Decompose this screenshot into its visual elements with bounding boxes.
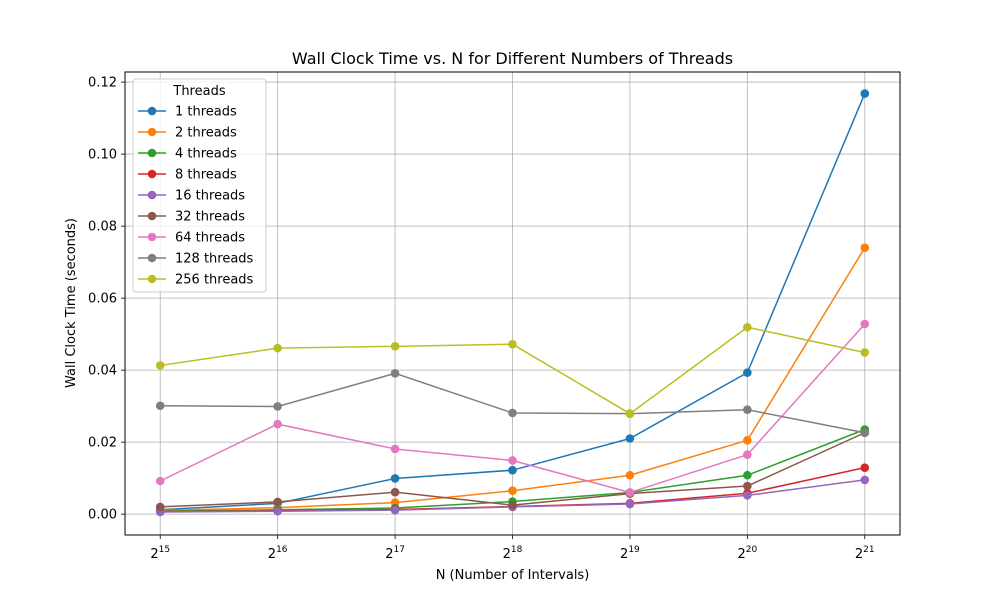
data-point bbox=[155, 401, 165, 411]
legend-swatch-marker bbox=[147, 190, 157, 200]
data-point bbox=[743, 405, 752, 415]
legend-item: 32 threads bbox=[138, 210, 245, 225]
data-point bbox=[508, 486, 517, 496]
data-point bbox=[390, 369, 400, 378]
legend: Threads 1 threads 2 threads 4 threads 8 thre… bbox=[132, 78, 267, 293]
data-point bbox=[860, 428, 870, 438]
data-point bbox=[273, 419, 282, 429]
legend-title: Threads bbox=[172, 84, 225, 99]
data-point bbox=[273, 343, 282, 353]
chart-title: Wall Clock Time vs. N for Different Numb… bbox=[292, 49, 733, 68]
data-point bbox=[743, 470, 752, 480]
legend-item: 256 threads bbox=[138, 273, 254, 288]
legend-label: 32 threads bbox=[175, 210, 245, 225]
legend-label: 256 threads bbox=[175, 273, 254, 288]
legend-swatch-marker bbox=[147, 211, 157, 221]
data-point bbox=[390, 487, 400, 497]
data-point bbox=[625, 488, 635, 497]
legend-swatch-marker bbox=[147, 106, 157, 116]
legend-item: 4 threads bbox=[138, 147, 237, 162]
data-point bbox=[743, 436, 752, 445]
x-tick-label: 216 bbox=[268, 545, 288, 562]
data-point bbox=[743, 368, 752, 377]
data-point bbox=[743, 450, 752, 460]
y-tick-label: 0.10 bbox=[88, 148, 117, 163]
x-tick-label: 218 bbox=[503, 545, 523, 562]
data-point bbox=[860, 475, 870, 485]
data-point bbox=[155, 361, 165, 370]
legend-swatch-marker bbox=[147, 169, 157, 179]
y-tick-label: 0.06 bbox=[88, 292, 117, 307]
legend-label: 64 threads bbox=[175, 231, 245, 246]
legend-swatch-marker bbox=[147, 127, 157, 137]
data-point bbox=[273, 402, 282, 411]
series-9 bbox=[155, 322, 870, 418]
x-tick-label: 215 bbox=[150, 545, 170, 562]
x-tick-label: 219 bbox=[620, 545, 640, 562]
legend-item: 8 threads bbox=[138, 168, 237, 183]
legend-label: 16 threads bbox=[175, 189, 245, 204]
data-point bbox=[155, 476, 165, 486]
legend-item: 128 threads bbox=[138, 252, 254, 267]
data-point bbox=[860, 89, 870, 98]
x-tick-label: 217 bbox=[385, 545, 405, 562]
data-point bbox=[273, 497, 282, 507]
data-point bbox=[390, 342, 400, 351]
x-axis-title: N (Number of Intervals) bbox=[436, 568, 590, 583]
legend-swatch-marker bbox=[147, 274, 157, 284]
data-point bbox=[508, 339, 517, 349]
legend-label: 8 threads bbox=[175, 168, 237, 183]
data-point bbox=[390, 505, 400, 515]
legend-swatch-marker bbox=[147, 232, 157, 242]
y-tick-label: 0.00 bbox=[88, 508, 117, 523]
data-point bbox=[625, 499, 635, 509]
series-layer bbox=[155, 89, 870, 517]
legend-box bbox=[132, 78, 267, 293]
y-tick-label: 0.12 bbox=[88, 76, 117, 91]
series-8 bbox=[155, 369, 870, 438]
data-point bbox=[508, 465, 517, 475]
legend-swatch-marker bbox=[147, 148, 157, 158]
data-point bbox=[743, 491, 752, 500]
y-tick-label: 0.08 bbox=[88, 220, 117, 235]
data-point bbox=[155, 502, 165, 512]
series-7 bbox=[155, 319, 870, 497]
data-point bbox=[508, 500, 517, 510]
data-point bbox=[860, 463, 870, 472]
data-point bbox=[390, 474, 400, 483]
legend-label: 4 threads bbox=[175, 147, 237, 162]
data-point bbox=[625, 434, 635, 443]
legend-item: 1 threads bbox=[138, 105, 237, 120]
data-point bbox=[860, 348, 870, 357]
axis-ticks: 215 216 217 218 219 220 221 0.00 0.02 0.04 0.06 0.0… bbox=[88, 76, 875, 562]
data-point bbox=[860, 243, 870, 252]
y-tick-label: 0.02 bbox=[88, 436, 117, 451]
y-axis-title: Wall Clock Time (seconds) bbox=[64, 218, 79, 388]
data-point bbox=[743, 481, 752, 491]
data-point bbox=[390, 444, 400, 454]
data-point bbox=[625, 409, 635, 418]
legend-item: 64 threads bbox=[138, 231, 245, 246]
legend-label: 128 threads bbox=[175, 252, 254, 267]
legend-item: 16 threads bbox=[138, 189, 245, 204]
data-point bbox=[625, 470, 635, 480]
grid bbox=[125, 72, 900, 535]
y-tick-label: 0.04 bbox=[88, 364, 117, 379]
x-tick-label: 221 bbox=[855, 545, 875, 562]
data-point bbox=[273, 506, 282, 516]
data-point bbox=[743, 322, 752, 332]
data-point bbox=[860, 319, 870, 329]
data-point bbox=[508, 456, 517, 465]
legend-label: 2 threads bbox=[175, 126, 237, 141]
legend-item: 2 threads bbox=[138, 126, 237, 141]
x-tick-label: 220 bbox=[737, 545, 757, 562]
legend-label: 1 threads bbox=[175, 105, 237, 120]
legend-swatch-marker bbox=[147, 253, 157, 263]
data-point bbox=[508, 408, 517, 418]
